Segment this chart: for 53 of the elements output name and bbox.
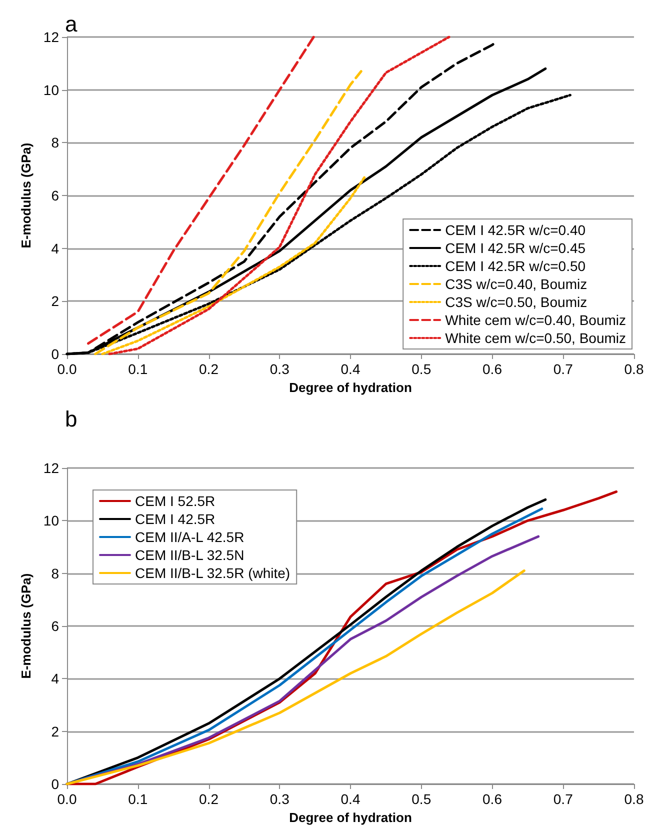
- y-tick-label: 10: [43, 512, 60, 529]
- x-tick-label: 0.4: [340, 361, 360, 377]
- x-tick-label: 0.7: [553, 361, 574, 377]
- y-tick-label: 6: [51, 618, 60, 634]
- legend-label: CEM II/A-L 42.5R: [135, 529, 244, 545]
- y-tick-label: 2: [51, 293, 60, 310]
- legend-label: CEM I 42.5R: [135, 511, 216, 527]
- x-tick-label: 0.6: [482, 791, 502, 807]
- x-tick-label: 0.1: [128, 791, 148, 807]
- legend-label: C3S w/c=0.50, Boumiz: [445, 294, 588, 310]
- legend-label: CEM II/B-L 32.5R (white): [135, 565, 290, 581]
- x-tick-label: 0.3: [270, 791, 290, 807]
- y-tick-label: 4: [51, 240, 60, 256]
- chart-title: a: [65, 12, 78, 36]
- y-tick-label: 8: [51, 134, 60, 151]
- x-tick-label: 0.0: [57, 791, 77, 807]
- x-tick-label: 0.7: [553, 791, 574, 807]
- legend-label: CEM II/B-L 32.5N: [135, 547, 244, 563]
- legend-label: CEM I 42.5R w/c=0.50: [445, 258, 586, 274]
- x-tick-label: 0.6: [482, 361, 502, 377]
- x-tick-label: 0.5: [412, 791, 432, 807]
- legend-label: CEM I 52.5R: [135, 493, 216, 509]
- x-tick-label: 0.2: [199, 791, 219, 807]
- legend-label: CEM I 42.5R w/c=0.40: [445, 222, 586, 238]
- x-tick-label: 0.1: [128, 361, 148, 377]
- y-tick-label: 0: [51, 776, 60, 792]
- legend-label: C3S w/c=0.40, Boumiz: [445, 276, 588, 292]
- x-axis-title: Degree of hydration: [289, 380, 412, 395]
- y-tick-label: 4: [51, 670, 60, 687]
- y-axis-title: E-modulus (GPa): [18, 142, 34, 248]
- y-axis-title: E-modulus (GPa): [18, 573, 34, 679]
- y-tick-label: 8: [51, 565, 60, 582]
- line-series: [87, 36, 315, 345]
- x-tick-label: 0.4: [340, 791, 360, 807]
- y-tick-label: 12: [43, 460, 60, 476]
- legend-label: CEM I 42.5R w/c=0.45: [445, 240, 586, 256]
- x-tick-label: 0.8: [624, 361, 644, 377]
- line-series: [66, 569, 526, 786]
- y-tick-label: 6: [51, 188, 60, 204]
- x-tick-label: 0.0: [57, 361, 77, 377]
- x-tick-label: 0.5: [412, 361, 432, 377]
- line-series: [94, 70, 362, 356]
- y-tick-label: 12: [43, 29, 60, 45]
- x-tick-label: 0.3: [270, 361, 290, 377]
- y-tick-label: 0: [51, 346, 60, 362]
- legend-label: White cem w/c=0.40, Boumiz: [445, 312, 626, 328]
- x-tick-label: 0.8: [624, 791, 644, 807]
- y-tick-label: 2: [51, 723, 60, 740]
- x-axis-title: Degree of hydration: [289, 810, 412, 825]
- legend-label: White cem w/c=0.50, Boumiz: [445, 330, 626, 346]
- x-tick-label: 0.2: [199, 361, 219, 377]
- y-tick-label: 10: [43, 82, 60, 98]
- chart-title: b: [65, 406, 78, 432]
